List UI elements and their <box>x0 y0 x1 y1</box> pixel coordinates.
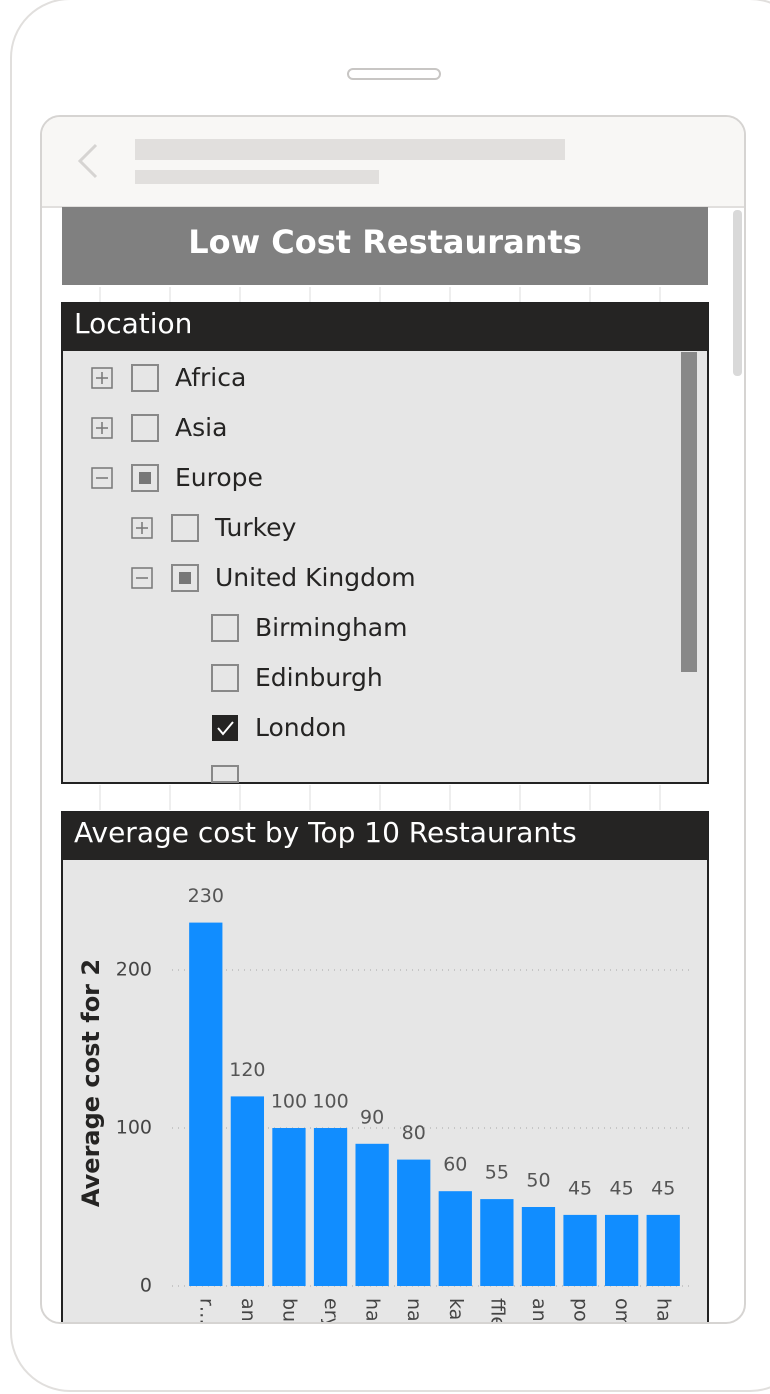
data-label: 120 <box>229 1059 265 1081</box>
data-label: 90 <box>360 1106 384 1128</box>
bar[interactable] <box>521 1207 556 1286</box>
checkmark <box>217 721 234 736</box>
y-axis-title: Average cost for 2 <box>77 959 105 1207</box>
slicer-item-label[interactable]: Birmingham <box>255 613 407 642</box>
x-tick-label: na <box>403 1298 425 1322</box>
checkbox[interactable] <box>212 715 238 741</box>
bar[interactable] <box>230 1096 265 1286</box>
placeholder <box>135 139 565 160</box>
slicer-item-label[interactable]: Europe <box>175 463 263 492</box>
x-tick-label: ka <box>445 1298 467 1320</box>
report-title: Low Cost Restaurants <box>188 223 582 261</box>
placeholder <box>135 170 379 184</box>
bar[interactable] <box>189 922 223 1286</box>
toggle[interactable] <box>131 567 153 589</box>
checkbox[interactable] <box>171 564 199 592</box>
x-tick-label: ery <box>320 1298 342 1322</box>
checkbox[interactable] <box>131 364 159 392</box>
data-label: 80 <box>402 1122 426 1144</box>
bar[interactable] <box>563 1214 597 1286</box>
data-label: 230 <box>188 885 224 907</box>
toggle[interactable] <box>91 467 113 489</box>
bar[interactable] <box>604 1214 639 1286</box>
partial-mark <box>139 472 151 484</box>
slicer-scrollbar[interactable] <box>681 352 697 672</box>
checkbox[interactable] <box>131 464 159 492</box>
slicer-title: Location <box>74 307 192 340</box>
slicer-item-label[interactable]: Edinburgh <box>255 663 383 692</box>
report: Low Cost Restaurants Location Africa Asia… <box>61 207 742 1322</box>
checkbox[interactable] <box>171 514 199 542</box>
speaker <box>347 68 441 80</box>
bar[interactable] <box>646 1214 680 1286</box>
slicer-item-label[interactable]: London <box>255 713 347 742</box>
checkbox[interactable] <box>131 414 159 442</box>
slicer-header <box>62 303 708 351</box>
bar[interactable] <box>272 1128 306 1286</box>
checkbox[interactable] <box>211 664 239 692</box>
y-tick-label: 0 <box>140 1275 152 1297</box>
data-label: 45 <box>651 1177 675 1199</box>
data-label: 100 <box>271 1091 307 1113</box>
data-label: 50 <box>526 1170 550 1192</box>
chart-title: Average cost by Top 10 Restaurants <box>74 816 577 849</box>
x-tick-label: bu <box>278 1298 300 1322</box>
slicer-item-label[interactable]: Africa <box>175 363 246 392</box>
slicer-item-label[interactable]: United Kingdom <box>215 563 416 592</box>
slicer-item-label[interactable]: Asia <box>175 413 227 442</box>
toggle[interactable] <box>131 517 153 539</box>
y-tick-label: 200 <box>116 959 152 981</box>
data-label: 45 <box>568 1177 592 1199</box>
title-bar <box>62 207 708 285</box>
bar[interactable] <box>397 1159 431 1286</box>
slicer <box>61 302 709 784</box>
report-canvas: Low Cost Restaurants Location Africa Asia… <box>41 206 744 1322</box>
bar[interactable] <box>355 1143 389 1286</box>
canvas-grid <box>99 287 661 810</box>
toggle[interactable] <box>91 367 113 389</box>
x-tick-label: an <box>237 1298 259 1322</box>
app-header <box>42 117 744 208</box>
x-tick-label: ha <box>362 1298 384 1322</box>
data-label: 45 <box>610 1177 634 1199</box>
x-tick-label: po <box>570 1298 592 1322</box>
y-tick-label: 100 <box>116 1117 152 1139</box>
bar[interactable] <box>438 1191 472 1286</box>
x-tick-label: an <box>528 1298 550 1322</box>
partial-mark <box>179 572 191 584</box>
bar[interactable] <box>480 1199 514 1286</box>
page-scrollbar[interactable] <box>733 210 742 376</box>
data-label: 55 <box>485 1162 509 1184</box>
x-tick-label: om <box>611 1298 633 1322</box>
x-tick-label: hai <box>653 1298 675 1322</box>
bar[interactable] <box>313 1128 348 1286</box>
checkbox[interactable] <box>211 765 239 783</box>
x-tick-label: r… <box>195 1298 217 1322</box>
toggle[interactable] <box>91 417 113 439</box>
x-tick-label: ffle <box>486 1298 508 1322</box>
checkbox[interactable] <box>211 614 239 642</box>
back-button[interactable] <box>76 143 100 179</box>
data-label: 60 <box>443 1154 467 1176</box>
slicer-item-label[interactable]: Turkey <box>214 513 297 542</box>
data-label: 100 <box>312 1091 348 1113</box>
chart-header <box>62 812 708 860</box>
